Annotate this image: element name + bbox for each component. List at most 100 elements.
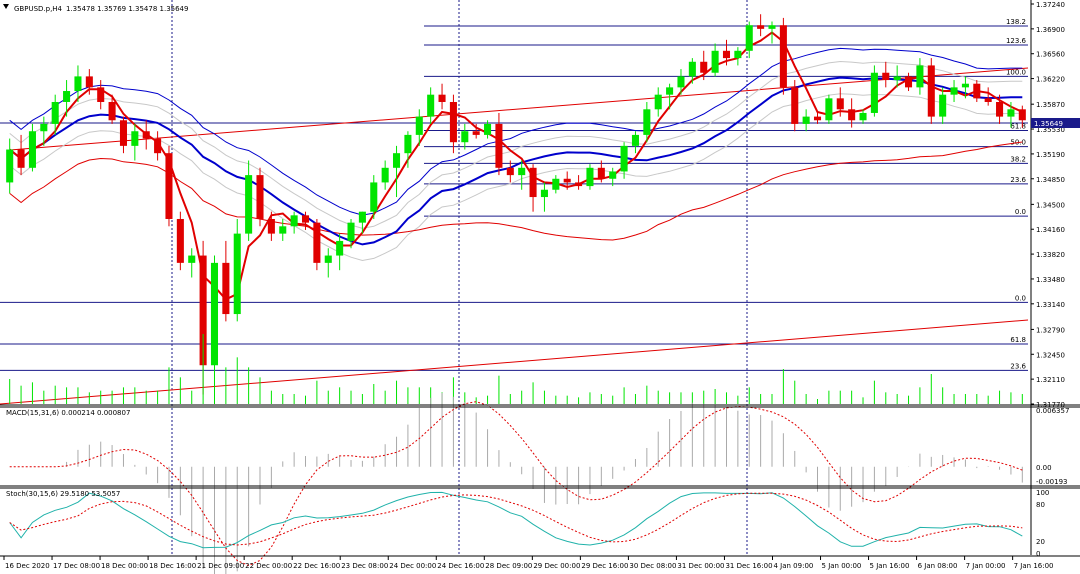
candle-body[interactable] <box>358 211 366 223</box>
fib-level-label: 138.2 <box>1006 18 1026 26</box>
candle-body[interactable] <box>63 91 71 102</box>
candle-body[interactable] <box>210 262 219 366</box>
candle-body[interactable] <box>449 101 457 143</box>
candle-body[interactable] <box>495 123 503 168</box>
candle-body[interactable] <box>734 50 742 59</box>
candle-body[interactable] <box>154 138 162 154</box>
candle-body[interactable] <box>893 76 901 81</box>
candle-body[interactable] <box>666 87 674 95</box>
candle-body[interactable] <box>870 72 878 113</box>
candle-body[interactable] <box>188 255 196 263</box>
candle-body[interactable] <box>6 149 14 183</box>
candle-body[interactable] <box>688 61 696 77</box>
candle-body[interactable] <box>165 153 173 219</box>
candle-body[interactable] <box>973 83 981 99</box>
candle-body[interactable] <box>472 131 480 135</box>
candle-body[interactable] <box>290 215 298 227</box>
candle-body[interactable] <box>654 94 662 110</box>
period-separators <box>171 0 748 556</box>
candle-body[interactable] <box>597 167 605 179</box>
candle-body[interactable] <box>245 175 253 234</box>
candle-body[interactable] <box>791 87 799 124</box>
time-tick-label: 18 Dec 16:00 <box>149 562 196 570</box>
symbol-dropdown-icon[interactable] <box>3 4 9 9</box>
candle-body[interactable] <box>905 76 913 88</box>
candle-body[interactable] <box>381 167 389 183</box>
candle-body[interactable] <box>757 25 765 29</box>
candle-body[interactable] <box>301 215 310 223</box>
candle-body[interactable] <box>131 131 139 146</box>
candle-body[interactable] <box>279 226 287 234</box>
candle-body[interactable] <box>461 131 469 143</box>
candle-body[interactable] <box>802 116 810 124</box>
candle-body[interactable] <box>836 98 844 110</box>
candle-body[interactable] <box>643 109 651 135</box>
candle-body[interactable] <box>119 120 127 146</box>
candle-body[interactable] <box>256 175 264 219</box>
candle-body[interactable] <box>529 167 537 198</box>
candle-body[interactable] <box>552 178 560 190</box>
candle-body[interactable] <box>996 101 1004 117</box>
candle-body[interactable] <box>631 134 639 146</box>
candle-body[interactable] <box>950 87 958 95</box>
candle-body[interactable] <box>620 145 628 172</box>
candle-body[interactable] <box>74 76 82 92</box>
candle-body[interactable] <box>540 189 548 198</box>
candlestick-series[interactable] <box>6 14 1026 395</box>
candle-body[interactable] <box>722 50 731 59</box>
candle-body[interactable] <box>313 222 321 263</box>
candle-body[interactable] <box>28 131 36 168</box>
candle-body[interactable] <box>17 149 25 168</box>
candle-body[interactable] <box>518 167 526 176</box>
candle-body[interactable] <box>85 76 93 88</box>
last-price-badge <box>1031 118 1080 128</box>
candle-body[interactable] <box>586 167 594 187</box>
candle-body[interactable] <box>336 240 344 256</box>
candle-body[interactable] <box>859 112 867 121</box>
candle-body[interactable] <box>825 98 833 121</box>
candle-body[interactable] <box>40 123 48 132</box>
candle-body[interactable] <box>427 94 435 117</box>
candle-body[interactable] <box>51 101 59 124</box>
time-tick-label: 29 Dec 00:00 <box>533 562 580 570</box>
time-tick-label: 16 Dec 2020 <box>5 562 50 570</box>
candle-body[interactable] <box>142 131 150 139</box>
candle-body[interactable] <box>768 25 776 29</box>
candle-body[interactable] <box>961 83 969 88</box>
candle-body[interactable] <box>347 222 355 241</box>
candle-body[interactable] <box>404 134 412 154</box>
time-tick-label: 31 Dec 00:00 <box>677 562 724 570</box>
candle-body[interactable] <box>176 218 184 263</box>
candle-body[interactable] <box>745 25 753 51</box>
candle-body[interactable] <box>1007 109 1015 117</box>
candle-body[interactable] <box>370 182 378 212</box>
candle-body[interactable] <box>438 94 446 102</box>
candle-body[interactable] <box>393 153 401 168</box>
candle-body[interactable] <box>222 262 230 315</box>
candle-body[interactable] <box>711 50 719 73</box>
candle-body[interactable] <box>563 178 571 183</box>
candle-body[interactable] <box>984 98 992 102</box>
candle-body[interactable] <box>700 61 708 73</box>
candle-body[interactable] <box>813 116 822 121</box>
candle-body[interactable] <box>609 171 617 179</box>
candle-body[interactable] <box>575 182 583 187</box>
candle-body[interactable] <box>939 94 947 117</box>
candle-body[interactable] <box>233 233 241 315</box>
candle-body[interactable] <box>484 123 492 135</box>
candle-body[interactable] <box>677 76 685 88</box>
candle-body[interactable] <box>97 87 105 102</box>
candle-body[interactable] <box>1018 109 1026 121</box>
candle-body[interactable] <box>267 218 275 234</box>
candle-body[interactable] <box>199 255 207 366</box>
candle-body[interactable] <box>848 109 856 121</box>
candle-body[interactable] <box>779 25 787 88</box>
candle-body[interactable] <box>108 101 116 121</box>
candle-body[interactable] <box>324 255 332 263</box>
candle-body[interactable] <box>415 116 423 135</box>
candle-body[interactable] <box>506 167 514 176</box>
candle-body[interactable] <box>882 72 890 81</box>
candle-body[interactable] <box>927 65 935 117</box>
candle-body[interactable] <box>916 65 924 88</box>
